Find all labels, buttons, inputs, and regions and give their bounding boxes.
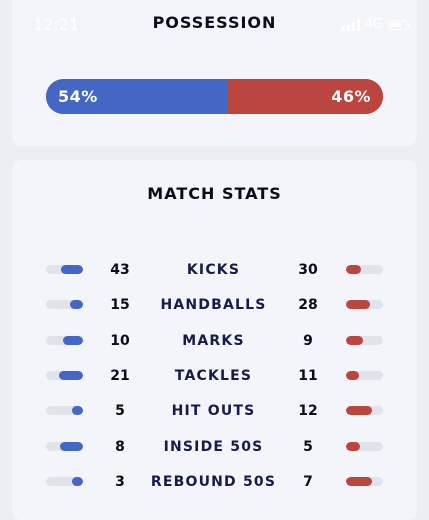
home-stat-bar — [46, 300, 83, 309]
home-stat-fill — [58, 371, 83, 380]
away-stat-bar — [346, 406, 383, 415]
away-stat-bar — [346, 442, 383, 451]
stat-row: 15 HANDBALLS 28 — [12, 295, 417, 315]
stat-label: HANDBALLS — [160, 297, 267, 313]
away-stat-value: 30 — [298, 262, 318, 278]
away-stat-bar — [346, 336, 383, 345]
away-stat-value: 7 — [303, 474, 313, 490]
away-stat-fill — [346, 371, 359, 380]
away-stat-fill — [346, 406, 373, 415]
stat-row: 21 TACKLES 11 — [12, 366, 417, 386]
home-stat-fill — [60, 442, 83, 451]
match-stats-title: MATCH STATS — [147, 184, 282, 203]
status-indicators: 4G — [341, 17, 410, 32]
stat-label: HIT OUTS — [171, 403, 256, 419]
stat-label: KICKS — [186, 262, 241, 278]
possession-home-segment: 54% — [46, 79, 228, 114]
home-stat-fill — [72, 406, 83, 415]
away-stat-value: 12 — [298, 403, 318, 419]
away-stat-fill — [346, 265, 362, 274]
possession-bar: 54% 46% — [46, 79, 383, 114]
stat-label: TACKLES — [174, 368, 253, 384]
home-stat-bar — [46, 336, 83, 345]
away-stat-fill — [346, 477, 372, 486]
away-stat-value: 11 — [298, 368, 318, 384]
away-stat-value: 28 — [298, 297, 318, 313]
home-stat-value: 3 — [115, 474, 125, 490]
stat-label: MARKS — [182, 333, 245, 349]
home-stat-value: 5 — [115, 403, 125, 419]
away-stat-value: 5 — [303, 439, 313, 455]
possession-away-segment: 46% — [227, 79, 383, 114]
home-stat-fill — [61, 265, 83, 274]
home-stat-value: 10 — [110, 333, 130, 349]
home-stat-fill — [70, 300, 83, 309]
home-stat-bar — [46, 442, 83, 451]
home-stat-value: 21 — [110, 368, 130, 384]
away-stat-bar — [346, 477, 383, 486]
match-stats-card: MATCH STATS 43 KICKS 30 15 HANDBALLS 28 10 MARK… — [12, 160, 417, 520]
away-stat-bar — [346, 265, 383, 274]
possession-away-label: 46% — [331, 87, 371, 106]
network-label: 4G — [364, 17, 383, 32]
possession-home-label: 54% — [58, 87, 98, 106]
home-stat-bar — [46, 406, 83, 415]
home-stat-value: 15 — [110, 297, 130, 313]
stat-label: INSIDE 50S — [163, 439, 264, 455]
signal-icon — [341, 18, 360, 31]
stat-row: 5 HIT OUTS 12 — [12, 401, 417, 421]
stat-label: REBOUND 50S — [150, 474, 277, 490]
home-stat-value: 8 — [115, 439, 125, 455]
status-time: 12:21 — [33, 15, 80, 34]
possession-title: POSSESSION — [152, 13, 277, 32]
away-stat-fill — [346, 336, 364, 345]
stat-row: 10 MARKS 9 — [12, 331, 417, 351]
home-stat-bar — [46, 371, 83, 380]
home-stat-bar — [46, 477, 83, 486]
possession-card: POSSESSION 54% 46% — [12, 0, 417, 146]
home-stat-fill — [63, 336, 83, 345]
away-stat-fill — [346, 300, 371, 309]
stat-row: 43 KICKS 30 — [12, 260, 417, 280]
away-stat-bar — [346, 300, 383, 309]
stat-row: 8 INSIDE 50S 5 — [12, 437, 417, 457]
away-stat-bar — [346, 371, 383, 380]
away-stat-fill — [346, 442, 361, 451]
battery-icon — [388, 19, 410, 30]
home-stat-value: 43 — [110, 262, 130, 278]
stat-row: 3 REBOUND 50S 7 — [12, 472, 417, 492]
home-stat-fill — [71, 477, 83, 486]
status-bar: 12:21 4G — [0, 0, 429, 50]
away-stat-value: 9 — [303, 333, 313, 349]
home-stat-bar — [46, 265, 83, 274]
